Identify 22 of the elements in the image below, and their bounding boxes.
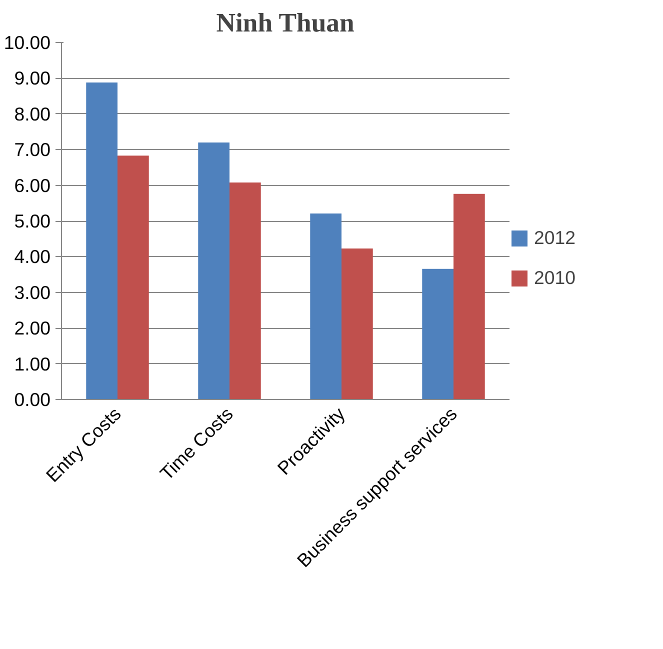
bar bbox=[118, 156, 149, 400]
y-tick-label: 8.00 bbox=[14, 103, 50, 124]
legend-label: 2010 bbox=[534, 267, 576, 289]
bar bbox=[230, 182, 261, 400]
bar bbox=[198, 142, 230, 400]
y-tick-label: 5.00 bbox=[14, 210, 50, 232]
y-tick-label: 7.00 bbox=[14, 139, 50, 160]
bar bbox=[86, 82, 118, 400]
y-tick-label: 10.00 bbox=[4, 32, 50, 53]
y-tick-label: 6.00 bbox=[14, 174, 50, 196]
y-tick-label: 4.00 bbox=[14, 246, 50, 268]
y-tick-label: 1.00 bbox=[14, 353, 50, 374]
bar bbox=[342, 248, 373, 400]
y-tick-label: 9.00 bbox=[14, 68, 50, 89]
y-tick-label: 0.00 bbox=[14, 389, 50, 410]
y-tick-label: 3.00 bbox=[14, 282, 50, 303]
bar bbox=[310, 214, 342, 400]
chart-title: Ninh Thuan bbox=[216, 8, 354, 38]
bar bbox=[454, 194, 485, 400]
legend-label: 2012 bbox=[534, 227, 576, 249]
bar bbox=[422, 268, 454, 400]
y-tick-label: 2.00 bbox=[14, 318, 50, 339]
